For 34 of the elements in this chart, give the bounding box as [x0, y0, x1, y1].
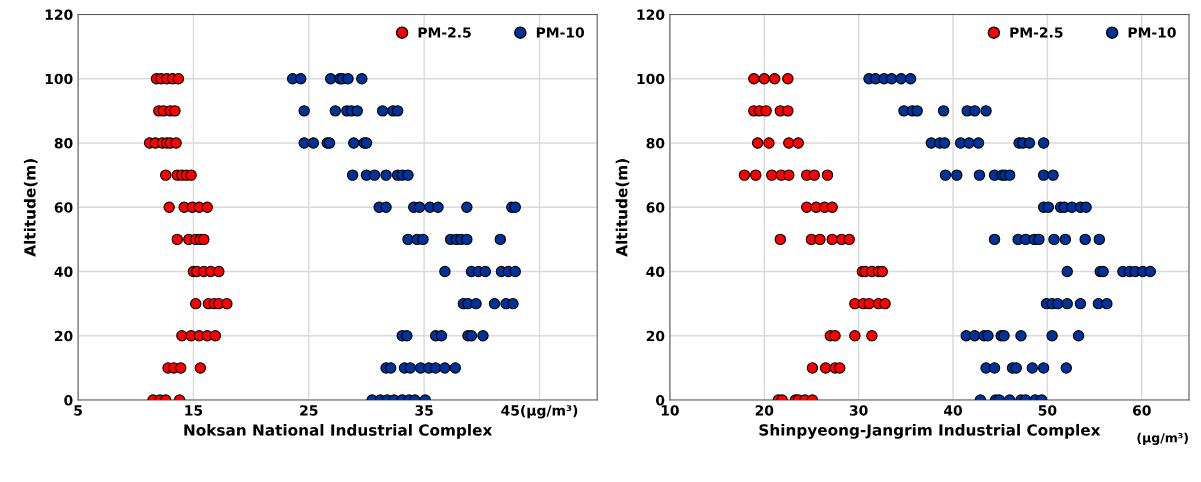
y-tick-label: 80: [54, 137, 73, 149]
y-tick-label: 40: [646, 266, 665, 277]
x-tick-label: 10: [661, 405, 679, 416]
y-tick-label: 100: [45, 73, 73, 85]
y-tick-label: 120: [45, 9, 73, 20]
y-axis-title: Altitude(m): [23, 159, 38, 257]
y-tick-label: 100: [637, 73, 665, 85]
y-tick-label: 0: [64, 395, 73, 406]
y-tick-label: 60: [54, 202, 73, 213]
legend-label: PM-2.5: [1010, 27, 1063, 38]
y-tick-label: 60: [646, 202, 665, 213]
y-tick-label: 120: [637, 9, 665, 20]
x-tick-label: 15: [185, 405, 203, 416]
x-tick-label: 30: [849, 405, 868, 416]
y-axis-title: Altitude(m): [615, 159, 630, 257]
y-tick-label: 40: [54, 266, 73, 277]
x-tick-label: 35: [415, 405, 433, 416]
y-tick-label: 20: [646, 330, 665, 342]
x-tick-label: 60: [1132, 405, 1151, 416]
y-tick-label: 0: [656, 395, 665, 406]
x-tick-label: 50: [1038, 405, 1057, 416]
legend-label: PM-10: [1128, 27, 1176, 38]
x-axis-title: Noksan National Industrial Complex: [184, 424, 493, 439]
legend-label: PM-2.5: [418, 27, 471, 38]
x-axis-title: Shinpyeong-Jangrim Industrial Complex: [759, 423, 1101, 439]
y-tick-label: 80: [646, 137, 665, 149]
y-tick-label: 20: [54, 330, 73, 342]
x-tick-label: 5: [74, 405, 82, 416]
x-tick-label: 40: [943, 405, 963, 416]
x-tick-label: 20: [755, 405, 774, 416]
legend-label: PM-10: [536, 27, 585, 38]
x-tick-label: 45(μg/m³): [501, 404, 578, 419]
text: (μg/m³): [1137, 432, 1188, 446]
x-tick-label: 25: [300, 405, 318, 416]
